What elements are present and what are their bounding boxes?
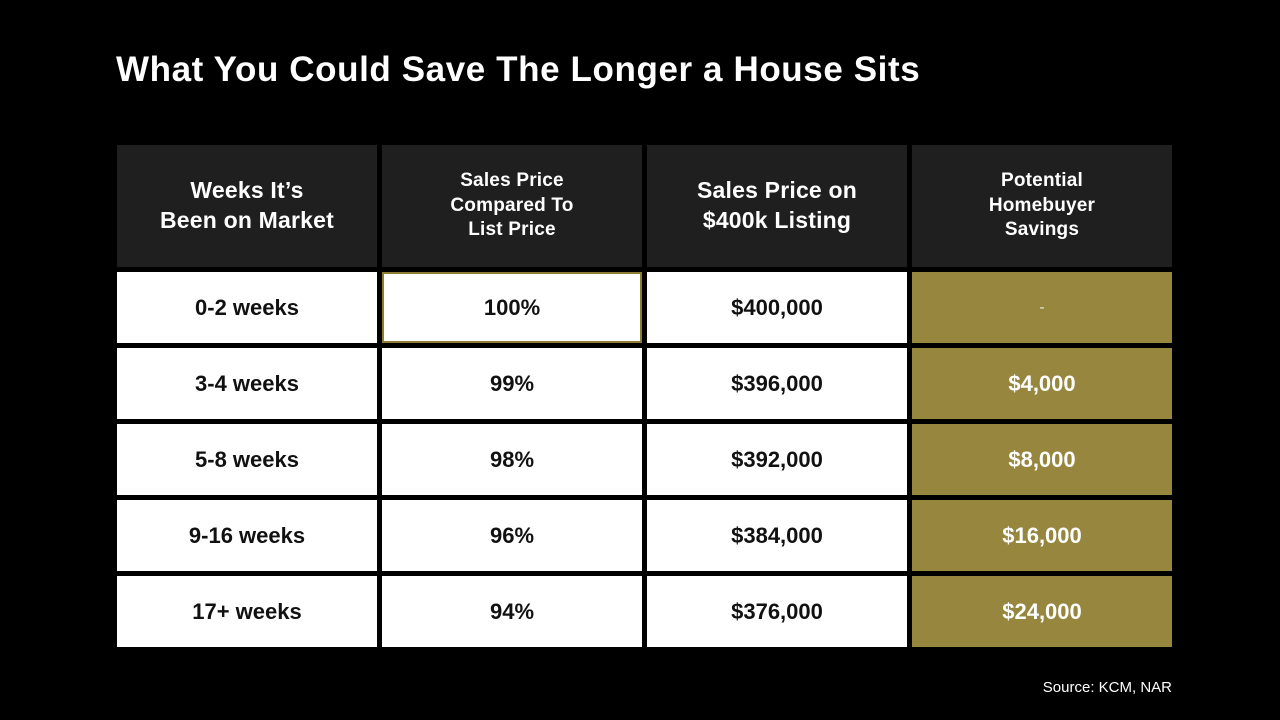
- col-header-potential-savings: Potential Homebuyer Savings: [912, 145, 1172, 267]
- source-attribution: Source: KCM, NAR: [1042, 679, 1172, 696]
- cell-savings-row-3: $16,000: [912, 500, 1172, 571]
- cell-savings-row-1: $4,000: [912, 348, 1172, 419]
- col-header-sales-price-400k: Sales Price on $400k Listing: [647, 145, 907, 267]
- cell-pct-row-0: 100%: [382, 272, 642, 343]
- cell-price-row-3: $384,000: [647, 500, 907, 571]
- cell-price-row-1: $396,000: [647, 348, 907, 419]
- cell-pct-row-1: 99%: [382, 348, 642, 419]
- cell-price-row-2: $392,000: [647, 424, 907, 495]
- page-title: What You Could Save The Longer a House S…: [116, 50, 921, 89]
- cell-weeks-row-0: 0-2 weeks: [117, 272, 377, 343]
- cell-weeks-row-3: 9-16 weeks: [117, 500, 377, 571]
- cell-price-row-4: $376,000: [647, 576, 907, 647]
- cell-savings-row-4: $24,000: [912, 576, 1172, 647]
- col-header-weeks-on-market: Weeks It’s Been on Market: [117, 145, 377, 267]
- cell-pct-row-3: 96%: [382, 500, 642, 571]
- cell-price-row-0: $400,000: [647, 272, 907, 343]
- cell-pct-row-2: 98%: [382, 424, 642, 495]
- cell-weeks-row-4: 17+ weeks: [117, 576, 377, 647]
- cell-weeks-row-1: 3-4 weeks: [117, 348, 377, 419]
- col-header-sales-price-vs-list: Sales Price Compared To List Price: [382, 145, 642, 267]
- cell-savings-row-0: -: [912, 272, 1172, 343]
- cell-savings-row-2: $8,000: [912, 424, 1172, 495]
- cell-pct-row-4: 94%: [382, 576, 642, 647]
- savings-table: Weeks It’s Been on Market Sales Price Co…: [117, 145, 1172, 647]
- cell-weeks-row-2: 5-8 weeks: [117, 424, 377, 495]
